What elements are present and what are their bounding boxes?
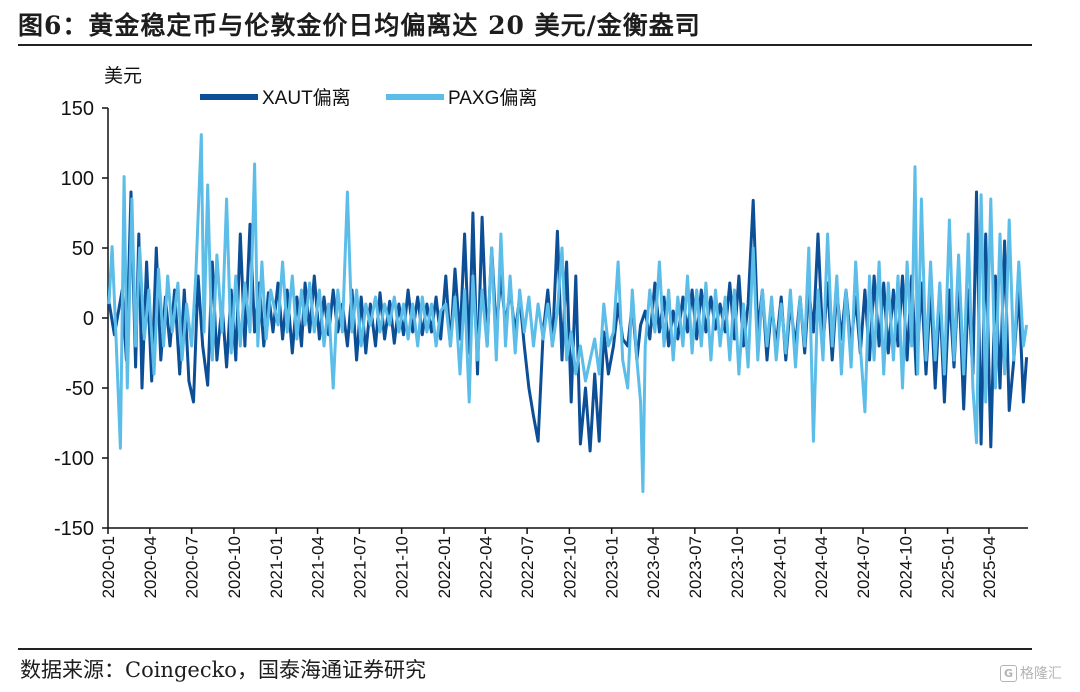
x-tick-label: 2022-07 xyxy=(518,536,537,598)
x-tick-label: 2023-10 xyxy=(728,536,747,598)
watermark-text: 格隆汇 xyxy=(1020,666,1062,682)
x-tick-label: 2021-10 xyxy=(393,536,412,598)
x-tick-label: 2022-04 xyxy=(476,536,495,598)
x-tick-label: 2023-01 xyxy=(603,536,622,598)
x-tick-label: 2024-04 xyxy=(812,536,831,598)
chart: 美元 XAUT偏离 PAXG偏离 150 100 50 0 -50 -100 -150 2020… xyxy=(54,65,1029,598)
x-tick-label: 2023-07 xyxy=(686,536,705,598)
x-tick-label: 2020-04 xyxy=(141,536,160,598)
y-tick-label: -50 xyxy=(65,378,94,400)
y-tick-label: 150 xyxy=(61,98,94,120)
series-line-paxg xyxy=(107,133,1029,494)
legend-label: PAXG偏离 xyxy=(448,87,537,109)
x-tick-label: 2022-01 xyxy=(435,536,454,598)
footer-rule xyxy=(18,648,1032,650)
x-tick-label: 2020-01 xyxy=(99,536,118,598)
title-rule xyxy=(18,44,1032,46)
series-line-xaut xyxy=(107,190,1029,453)
x-tick-label: 2025-04 xyxy=(980,536,999,598)
x-tick-label: 2024-10 xyxy=(896,536,915,598)
x-tick-label: 2020-10 xyxy=(225,536,244,598)
x-tick-label: 2024-07 xyxy=(854,536,873,598)
legend-label: XAUT偏离 xyxy=(262,87,351,109)
x-tick-label: 2022-10 xyxy=(560,536,579,598)
y-axis-unit-label: 美元 xyxy=(104,65,142,87)
y-tick-label: 100 xyxy=(61,168,94,190)
axes: 150 100 50 0 -50 -100 -150 2020-01 2020-04 2020-0… xyxy=(54,98,1028,598)
y-tick-label: -150 xyxy=(54,518,94,540)
x-tick-label: 2020-07 xyxy=(183,536,202,598)
x-tick-label: 2024-01 xyxy=(770,536,789,598)
watermark-logo-icon: G xyxy=(1000,664,1017,682)
y-tick-label: -100 xyxy=(54,448,94,470)
series-group xyxy=(107,133,1029,494)
legend: XAUT偏离 PAXG偏离 xyxy=(200,87,537,109)
x-tick-label: 2025-01 xyxy=(939,536,958,598)
y-tick-label: 50 xyxy=(72,238,94,260)
x-tick-label: 2021-04 xyxy=(309,536,328,598)
x-tick-label: 2021-07 xyxy=(350,536,369,598)
chart-title: 图6：黄金稳定币与伦敦金价日均偏离达 20 美元/金衡盎司 xyxy=(18,11,701,40)
y-tick-label: 0 xyxy=(83,308,94,330)
source-note: 数据来源：Coingecko，国泰海通证券研究 xyxy=(20,658,426,682)
x-tick-label: 2021-01 xyxy=(267,536,286,598)
watermark: G 格隆汇 xyxy=(1000,662,1062,684)
x-tick-label: 2023-04 xyxy=(644,536,663,598)
